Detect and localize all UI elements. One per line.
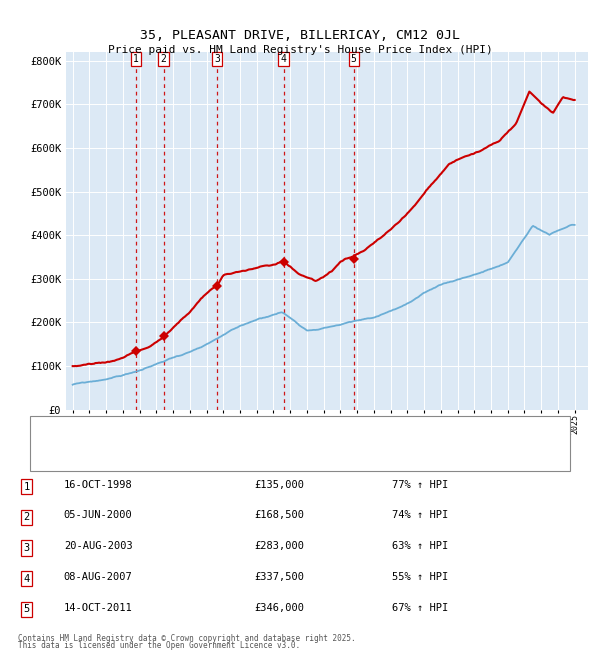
Text: 1: 1 — [133, 54, 139, 64]
Text: £283,000: £283,000 — [254, 541, 304, 551]
Text: 55% ↑ HPI: 55% ↑ HPI — [392, 572, 448, 582]
Text: 05-JUN-2000: 05-JUN-2000 — [64, 510, 133, 521]
Text: 63% ↑ HPI: 63% ↑ HPI — [392, 541, 448, 551]
Text: Contains HM Land Registry data © Crown copyright and database right 2025.: Contains HM Land Registry data © Crown c… — [18, 634, 355, 643]
Text: 74% ↑ HPI: 74% ↑ HPI — [392, 510, 448, 521]
Text: This data is licensed under the Open Government Licence v3.0.: This data is licensed under the Open Gov… — [18, 641, 300, 650]
Text: £135,000: £135,000 — [254, 480, 304, 489]
Text: £337,500: £337,500 — [254, 572, 304, 582]
Text: 4: 4 — [281, 54, 286, 64]
Text: 2: 2 — [161, 54, 166, 64]
Text: HPI: Average price, semi-detached house, Basildon: HPI: Average price, semi-detached house,… — [79, 451, 385, 461]
Text: 08-AUG-2007: 08-AUG-2007 — [64, 572, 133, 582]
Text: 1: 1 — [23, 482, 29, 491]
Text: 14-OCT-2011: 14-OCT-2011 — [64, 603, 133, 612]
Text: 67% ↑ HPI: 67% ↑ HPI — [392, 603, 448, 612]
Text: Price paid vs. HM Land Registry's House Price Index (HPI): Price paid vs. HM Land Registry's House … — [107, 46, 493, 55]
Text: £346,000: £346,000 — [254, 603, 304, 612]
Text: 20-AUG-2003: 20-AUG-2003 — [64, 541, 133, 551]
Text: 5: 5 — [23, 604, 29, 614]
Text: 35, PLEASANT DRIVE, BILLERICAY, CM12 0JL (semi-detached house): 35, PLEASANT DRIVE, BILLERICAY, CM12 0JL… — [79, 426, 466, 436]
Text: 77% ↑ HPI: 77% ↑ HPI — [392, 480, 448, 489]
Text: 5: 5 — [350, 54, 356, 64]
Text: 35, PLEASANT DRIVE, BILLERICAY, CM12 0JL: 35, PLEASANT DRIVE, BILLERICAY, CM12 0JL — [140, 29, 460, 42]
Text: 16-OCT-1998: 16-OCT-1998 — [64, 480, 133, 489]
FancyBboxPatch shape — [30, 416, 570, 471]
Text: 3: 3 — [23, 543, 29, 553]
Text: 4: 4 — [23, 574, 29, 584]
Text: 2: 2 — [23, 512, 29, 522]
Text: 3: 3 — [214, 54, 220, 64]
Text: £168,500: £168,500 — [254, 510, 304, 521]
